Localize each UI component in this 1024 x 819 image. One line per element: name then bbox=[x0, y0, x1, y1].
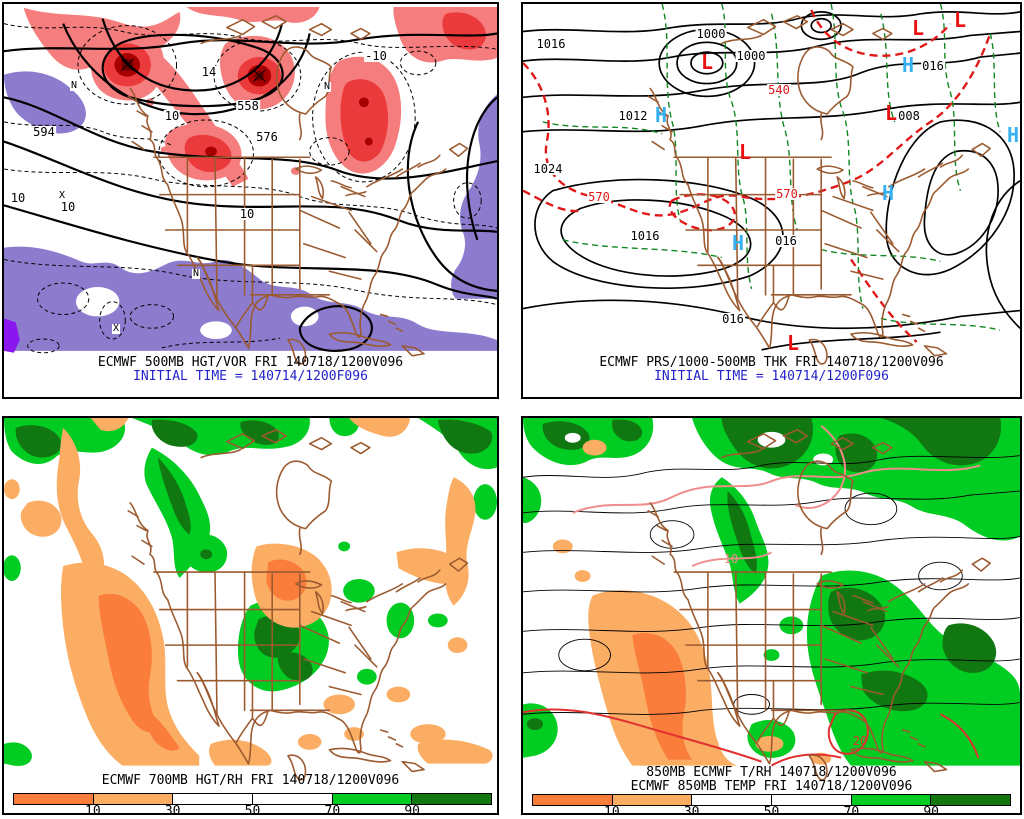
low-symbol: L bbox=[786, 331, 800, 355]
rh-very-dry-fill bbox=[98, 559, 307, 751]
map-label: 10 bbox=[238, 207, 256, 221]
panel-caption-2: ECMWF 850MB TEMP FRI 140718/1200V096 bbox=[630, 779, 913, 794]
colorbar-tick: 50 bbox=[763, 805, 780, 815]
isobar-contours bbox=[523, 11, 1020, 351]
initial-time-caption: INITIAL TIME = 140714/1200F096 bbox=[654, 369, 889, 384]
rh-very-dry-fill bbox=[632, 632, 692, 760]
colorbar-tick: 30 bbox=[164, 804, 181, 815]
panel-caption: ECMWF 700MB HGT/RH FRI 140718/1200V096 bbox=[101, 773, 400, 788]
colorbar-tick: 10 bbox=[604, 805, 620, 815]
colorbar-tick: 50 bbox=[244, 804, 261, 815]
moist-holes bbox=[564, 431, 834, 466]
colorbar-segment bbox=[533, 795, 613, 805]
map-label: 008 bbox=[897, 109, 921, 123]
purple-holes bbox=[75, 286, 319, 340]
map-label: 540 bbox=[767, 83, 791, 97]
map-label: 594 bbox=[32, 125, 56, 139]
vorticity-contours-dashed bbox=[4, 23, 497, 354]
map-label: 14 bbox=[200, 65, 218, 79]
colorbar-segment bbox=[931, 795, 1011, 805]
map-label: 1024 bbox=[532, 162, 564, 176]
colorbar-ticks: 10 30 50 70 90 bbox=[532, 805, 1011, 815]
map-label: -10 bbox=[364, 49, 388, 63]
panel-700mb-hgt-rh: ECMWF 700MB HGT/RH FRI 140718/1200V096 1… bbox=[2, 416, 499, 815]
colorbar-bar bbox=[13, 793, 492, 805]
map-label: 10 bbox=[723, 552, 739, 566]
negative-vorticity-fill bbox=[4, 71, 497, 351]
colorbar-ticks: 10 30 50 70 90 bbox=[13, 804, 492, 815]
map-label: N bbox=[69, 80, 79, 91]
map-label: 570 bbox=[587, 190, 611, 204]
height-contours-thick bbox=[4, 18, 497, 352]
map-label: 576 bbox=[255, 130, 279, 144]
map-label: 1012 bbox=[617, 109, 649, 123]
panel-caption: 850MB ECMWF T/RH 140718/1200V096 bbox=[646, 765, 897, 780]
temp-contours-black bbox=[523, 455, 1020, 715]
map-label: 1016 bbox=[535, 37, 567, 51]
colorbar-tick: 30 bbox=[683, 805, 700, 815]
map-label: 10 bbox=[163, 109, 181, 123]
colorbar-tick: 70 bbox=[324, 804, 341, 815]
high-symbol: H bbox=[901, 53, 915, 77]
panel-caption: ECMWF PRS/1000-500MB THK FRI 140718/1200… bbox=[599, 355, 944, 370]
negative-vorticity-deep-fill bbox=[4, 318, 20, 353]
colorbar-segment bbox=[772, 795, 852, 805]
colorbar-segment bbox=[692, 795, 773, 805]
temp-contours-pink bbox=[572, 425, 981, 568]
map-700mb-rh bbox=[4, 418, 497, 781]
low-symbol: L bbox=[911, 16, 925, 40]
colorbar-tick: 10 bbox=[85, 804, 101, 815]
map-label: 20 bbox=[852, 734, 868, 748]
map-label: 1016 bbox=[629, 229, 661, 243]
colorbar-tick: 90 bbox=[923, 805, 939, 815]
panel-caption: ECMWF 500MB HGT/VOR FRI 140718/1200V096 bbox=[97, 355, 404, 370]
colorbar-bar bbox=[532, 794, 1011, 806]
map-label: 570 bbox=[775, 187, 799, 201]
low-symbol: L bbox=[953, 8, 967, 32]
map-label: 10 bbox=[59, 200, 77, 214]
map-label: 1000 bbox=[695, 27, 727, 41]
high-symbol: H bbox=[1006, 123, 1020, 147]
rh-dry-fill bbox=[4, 418, 493, 766]
map-prs-thickness bbox=[523, 4, 1020, 365]
low-symbol: L bbox=[700, 50, 714, 74]
initial-time-caption: INITIAL TIME = 140714/1200F096 bbox=[133, 369, 368, 384]
colorbar-tick: 90 bbox=[404, 804, 420, 815]
colorbar-segment bbox=[612, 795, 693, 805]
rh-colorbar: 10 30 50 70 90 bbox=[532, 794, 1011, 813]
temp-contours-red bbox=[523, 708, 980, 767]
map-label: 558 bbox=[236, 99, 260, 113]
colorbar-segment bbox=[14, 794, 94, 804]
high-symbol: H bbox=[731, 231, 745, 255]
map-label: 1000 bbox=[735, 49, 767, 63]
colorbar-tick: 70 bbox=[843, 805, 860, 815]
map-label: X bbox=[57, 190, 67, 201]
high-symbol: H bbox=[654, 103, 668, 127]
rh-very-moist-fill bbox=[15, 419, 493, 681]
rh-colorbar: 10 30 50 70 90 bbox=[13, 793, 492, 813]
low-symbol: L bbox=[884, 101, 898, 125]
colorbar-segment bbox=[173, 794, 254, 804]
colorbar-segment bbox=[851, 795, 932, 805]
map-label: 016 bbox=[721, 312, 745, 326]
panel-prs-thickness: 1016 1000 1000 1012 1024 1016 016 016 016 008 570 5… bbox=[521, 2, 1022, 399]
thickness-green-dashed-contours bbox=[542, 4, 1001, 331]
map-label: N bbox=[191, 268, 201, 279]
map-label: 016 bbox=[921, 59, 945, 73]
colorbar-segment bbox=[93, 794, 174, 804]
map-label: 016 bbox=[774, 234, 798, 248]
panel-500mb-hgt-vor: 594 576 558 -10 14 10 10 10 10 X X N N N ECMWF 500MB … bbox=[2, 2, 499, 399]
high-symbol: H bbox=[881, 181, 895, 205]
panel-850mb-temp-rh: 10 20 850MB ECMWF T/RH 140718/1200V096 EC… bbox=[521, 416, 1022, 815]
map-850mb-temp-rh bbox=[523, 418, 1020, 781]
low-symbol: L bbox=[738, 140, 752, 164]
colorbar-segment bbox=[253, 794, 333, 804]
map-500mb-hgt-vor bbox=[4, 6, 497, 365]
colorbar-segment bbox=[412, 794, 492, 804]
map-label: N bbox=[322, 81, 332, 92]
map-label: 10 bbox=[9, 191, 27, 205]
map-label: X bbox=[111, 323, 121, 334]
colorbar-segment bbox=[332, 794, 413, 804]
